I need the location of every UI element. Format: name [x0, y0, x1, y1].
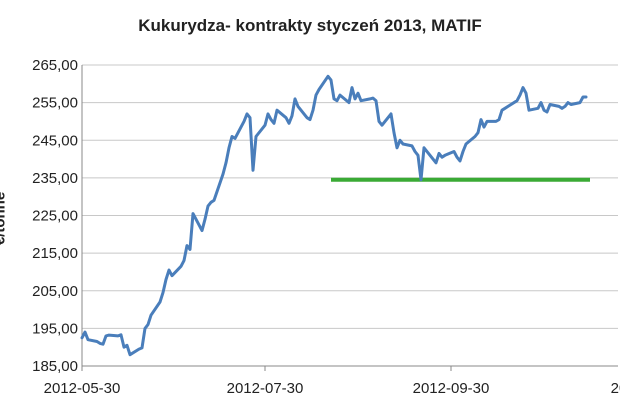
- y-tick-label: 225,00: [32, 208, 78, 225]
- y-tick-label: 205,00: [32, 283, 78, 300]
- y-tick-label: 195,00: [32, 320, 78, 337]
- x-tick-label: 2012-05-30: [44, 380, 121, 397]
- y-tick-label: 245,00: [32, 132, 78, 149]
- x-tick-label: 2012-09-30: [413, 380, 490, 397]
- x-tick-label: 2012-1: [611, 380, 620, 397]
- y-tick-label: 255,00: [32, 95, 78, 112]
- y-tick-label: 185,00: [32, 358, 78, 375]
- y-tick-label: 265,00: [32, 57, 78, 74]
- chart-title: Kukurydza- kontrakty styczeń 2013, MATIF: [138, 16, 482, 35]
- y-tick-label: 215,00: [32, 245, 78, 262]
- series-line-0: [80, 74, 588, 357]
- x-tick-label: 2012-07-30: [227, 380, 304, 397]
- y-tick-label: 235,00: [32, 170, 78, 187]
